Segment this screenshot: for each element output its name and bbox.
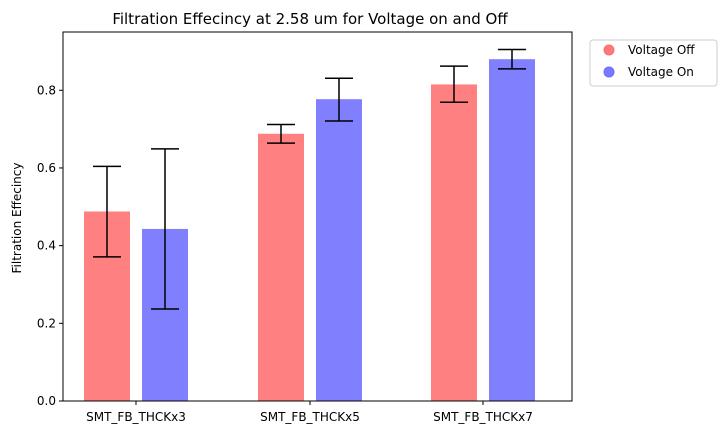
y-tick-label: 0.2	[37, 316, 56, 330]
plot-area: 0.0 0.2 0.4 0.6 0.8 SMT_FB_THCKx3 SMT_FB_THCKx…	[37, 31, 573, 424]
legend-label: Voltage Off	[628, 43, 695, 57]
legend-marker	[603, 44, 615, 56]
legend: Voltage Off Voltage On	[589, 39, 718, 87]
bar	[258, 133, 304, 402]
x-tick-label: SMT_FB_THCKx5	[260, 410, 360, 424]
chart-title: Filtration Effecincy at 2.58 um for Volt…	[112, 10, 508, 28]
axes-frame	[62, 31, 573, 402]
bar	[316, 99, 362, 401]
y-tick-label: 0.6	[37, 161, 56, 175]
bar	[431, 84, 477, 402]
bar	[489, 59, 535, 401]
x-tick-label: SMT_FB_THCKx7	[433, 410, 533, 424]
legend-label: Voltage On	[628, 65, 694, 79]
y-tick-label: 0.0	[37, 394, 56, 408]
y-tick-label: 0.8	[37, 83, 56, 97]
legend-box	[589, 39, 718, 87]
y-tick-label: 0.4	[37, 239, 56, 253]
legend-marker	[603, 66, 615, 78]
y-axis-label: Filtration Effecincy	[10, 163, 24, 274]
x-tick-label: SMT_FB_THCKx3	[86, 410, 186, 424]
